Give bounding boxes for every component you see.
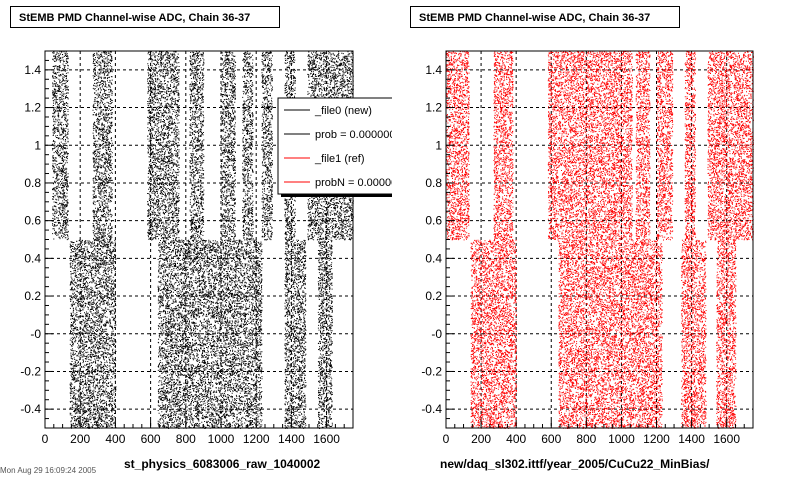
y-tick-label: 0.4 xyxy=(425,251,442,265)
scatter-points xyxy=(470,239,518,429)
upper-band xyxy=(221,51,237,241)
scatter-points xyxy=(493,51,514,241)
x-tick-label: 400 xyxy=(506,432,526,446)
x-tick-label: 1200 xyxy=(643,432,670,446)
x-axis-title-left: st_physics_6083006_raw_1040002 xyxy=(124,457,321,471)
y-tick-label: 1.4 xyxy=(24,63,41,77)
y-tick-label: 0.4 xyxy=(24,251,41,265)
y-tick-label: -0.4 xyxy=(20,402,41,416)
y-tick-label: -0 xyxy=(431,327,442,341)
legend-entry: _file0 (new) xyxy=(314,105,372,117)
y-tick-label: -0 xyxy=(30,327,41,341)
scatter-points xyxy=(716,239,737,429)
x-tick-label: 600 xyxy=(541,432,561,446)
x-axis-title-right: new/daq_sl302.ittf/year_2005/CuCu22_MinB… xyxy=(440,457,710,471)
y-tick-label: 1.2 xyxy=(24,101,41,115)
scatter-points xyxy=(221,51,237,241)
y-tick-label: 1 xyxy=(34,138,41,152)
upper-band xyxy=(446,51,470,241)
x-tick-label: 600 xyxy=(141,432,161,446)
chart-title-right: StEMB PMD Channel-wise ADC, Chain 36-37 xyxy=(410,6,680,28)
legend-entry: probN = 0.000000 xyxy=(315,177,403,189)
lower-band xyxy=(681,239,707,429)
scatter-points xyxy=(684,51,697,241)
upper-band xyxy=(707,51,754,241)
upper-band xyxy=(242,51,254,241)
x-tick-label: 0 xyxy=(42,432,49,446)
x-tick-label: 1000 xyxy=(208,432,235,446)
lower-band xyxy=(157,239,263,429)
upper-band xyxy=(493,51,514,241)
y-tick-label: -0.2 xyxy=(421,364,442,378)
scatter-points xyxy=(69,239,117,429)
scatter-points xyxy=(707,51,754,241)
y-tick-label: 1.2 xyxy=(425,101,442,115)
scatter-points xyxy=(317,239,333,429)
lower-band xyxy=(317,239,333,429)
y-tick-label: 0.2 xyxy=(24,289,41,303)
x-tick-label: 1600 xyxy=(313,432,340,446)
lower-band xyxy=(284,239,307,429)
scatter-points xyxy=(284,239,307,429)
lower-band xyxy=(69,239,117,429)
chart-2: 0 200 400 600 800 1000 1200 1400 1600 -0.4 -0.2 -0 0… xyxy=(421,50,754,446)
scatter-points xyxy=(635,51,651,241)
upper-band xyxy=(656,51,674,241)
scatter-points xyxy=(547,51,633,241)
y-tick-label: 0.8 xyxy=(24,176,41,190)
legend-entry: _file1 (ref) xyxy=(314,153,365,165)
x-tick-label: 1600 xyxy=(713,432,740,446)
lower-band xyxy=(716,239,737,429)
scatter-points xyxy=(656,51,674,241)
upper-band xyxy=(261,51,273,241)
y-tick-label: 1 xyxy=(435,138,442,152)
scatter-points xyxy=(261,51,273,241)
y-tick-label: 0.6 xyxy=(425,214,442,228)
scatter-points xyxy=(681,239,707,429)
scatter-points xyxy=(242,51,254,241)
legend-box xyxy=(277,97,392,195)
series-1 xyxy=(446,51,754,429)
scatter-points xyxy=(558,239,663,429)
x-tick-label: 1400 xyxy=(678,432,705,446)
lower-band xyxy=(558,239,663,429)
y-tick-label: -0.4 xyxy=(421,402,442,416)
x-tick-label: 400 xyxy=(105,432,125,446)
legend: _file0 (new) prob = 0.000000 _file1 (ref) p… xyxy=(277,97,403,197)
scatter-points xyxy=(446,51,470,241)
x-tick-label: 1200 xyxy=(243,432,270,446)
y-tick-label: -0.2 xyxy=(20,364,41,378)
y-tick-label: 0.8 xyxy=(425,176,442,190)
upper-band xyxy=(684,51,697,241)
upper-band xyxy=(52,51,69,241)
x-tick-label: 1400 xyxy=(278,432,305,446)
x-tick-label: 0 xyxy=(443,432,450,446)
y-tick-label: 0.6 xyxy=(24,214,41,228)
scatter-points xyxy=(189,51,205,241)
scatter-points xyxy=(92,51,113,241)
x-tick-label: 200 xyxy=(70,432,90,446)
x-tick-label: 200 xyxy=(471,432,491,446)
y-tick-label: 0.2 xyxy=(425,289,442,303)
x-tick-label: 800 xyxy=(576,432,596,446)
timestamp-footer: Mon Aug 29 16:09:24 2005 xyxy=(0,466,97,475)
scatter-points xyxy=(52,51,69,241)
x-tick-label: 1000 xyxy=(608,432,635,446)
x-tick-label: 800 xyxy=(176,432,196,446)
y-tick-label: 1.4 xyxy=(425,63,442,77)
legend-entry: prob = 0.000000 xyxy=(315,129,395,141)
upper-band xyxy=(547,51,633,241)
chart-title-left: StEMB PMD Channel-wise ADC, Chain 36-37 xyxy=(10,6,280,28)
lower-band xyxy=(470,239,518,429)
scatter-points xyxy=(147,51,180,241)
upper-band xyxy=(635,51,651,241)
upper-band xyxy=(189,51,205,241)
upper-band xyxy=(147,51,180,241)
scatter-points xyxy=(157,239,263,429)
upper-band xyxy=(92,51,113,241)
